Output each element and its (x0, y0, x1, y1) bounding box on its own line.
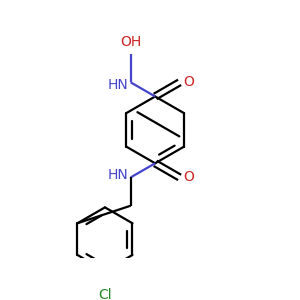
Text: OH: OH (120, 35, 141, 49)
Text: O: O (184, 75, 194, 89)
Text: HN: HN (107, 168, 128, 182)
Text: Cl: Cl (98, 288, 112, 300)
Text: O: O (184, 170, 194, 184)
Text: HN: HN (107, 78, 128, 92)
